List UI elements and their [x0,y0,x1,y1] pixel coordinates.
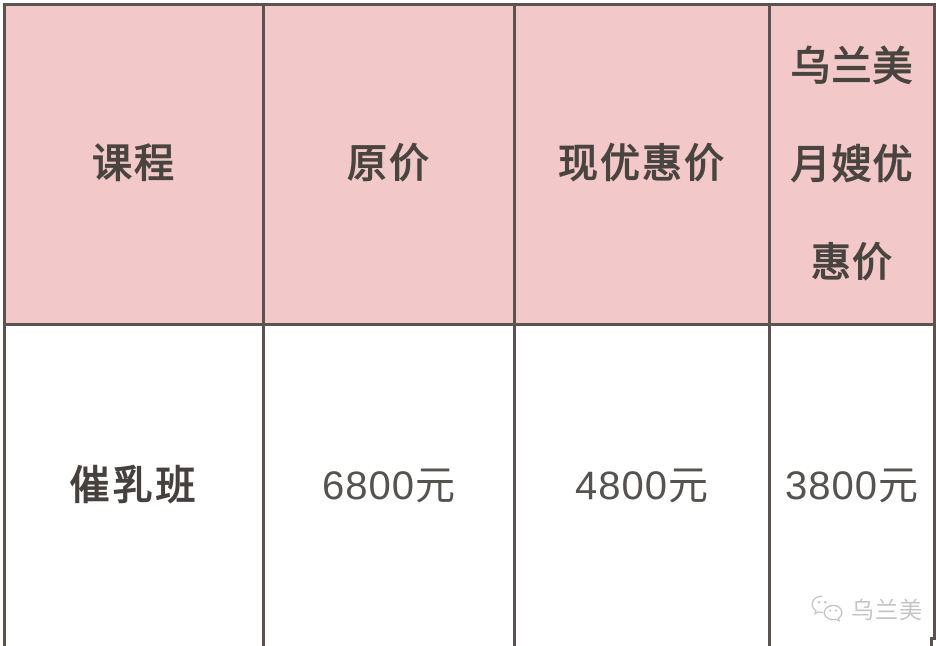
column-header-current-discount-price: 现优惠价 [513,3,771,326]
column-header-ulanmei-discount-price: 乌兰美月嫂优惠价 [768,3,936,326]
cell-ulanmei-discount-price: 3800元 [768,323,936,640]
cell-course-name: 催乳班 [3,323,265,640]
wechat-icon [810,594,844,623]
cell-current-discount-price: 4800元 [513,323,771,640]
cell-original-price: 6800元 [262,323,516,640]
cell-ulanmei-discount-price-value: 3800元 [785,463,919,508]
course-pricing-table: 课程 原价 现优惠价 乌兰美月嫂优惠价 催乳班 6800元 4800元 3800… [3,3,936,640]
table-header-row: 课程 原价 现优惠价 乌兰美月嫂优惠价 [3,3,936,326]
wechat-watermark-label: 乌兰美 [851,597,923,623]
wechat-watermark: 乌兰美 [810,591,923,625]
next-table-row-partial [3,637,933,646]
table-header: 课程 原价 现优惠价 乌兰美月嫂优惠价 [3,3,936,326]
next-row-divider-3 [768,637,771,646]
table-row: 催乳班 6800元 4800元 3800元 [3,323,936,640]
column-header-course: 课程 [3,3,265,326]
table-body: 催乳班 6800元 4800元 3800元 [3,323,936,640]
next-row-divider-1 [262,637,265,646]
next-row-divider-2 [513,637,516,646]
column-header-original-price: 原价 [262,3,516,326]
